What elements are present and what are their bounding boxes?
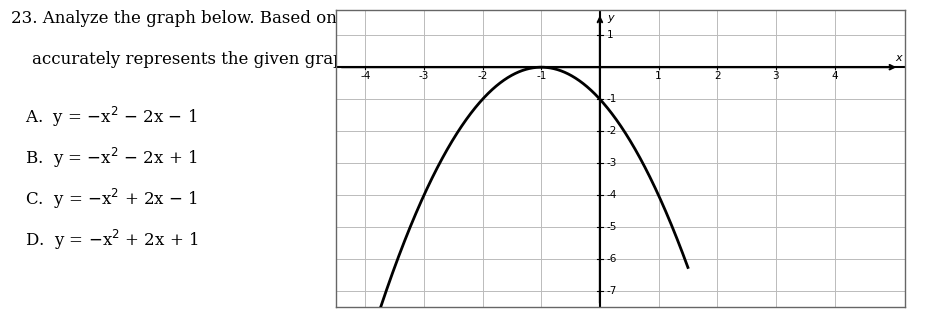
Text: y: y: [607, 13, 614, 23]
Text: D.  y = $-$x$^2$ + 2x + 1: D. y = $-$x$^2$ + 2x + 1: [25, 228, 199, 252]
Text: x: x: [896, 53, 902, 63]
Text: 2: 2: [714, 71, 720, 81]
Text: 3: 3: [773, 71, 779, 81]
Text: -4: -4: [607, 190, 618, 200]
Text: -2: -2: [478, 71, 488, 81]
Text: -7: -7: [607, 287, 618, 296]
Text: C.  y = $-$x$^2$ + 2x $-$ 1: C. y = $-$x$^2$ + 2x $-$ 1: [25, 187, 198, 211]
Text: -6: -6: [607, 255, 618, 264]
Text: -5: -5: [607, 223, 618, 232]
Text: 1: 1: [655, 71, 661, 81]
Text: -3: -3: [419, 71, 429, 81]
Text: 4: 4: [831, 71, 838, 81]
Text: 23. Analyze the graph below. Based on your analysis, which of the following equa: 23. Analyze the graph below. Based on yo…: [10, 10, 737, 27]
Text: A.  y = $-$x$^2$ $-$ 2x $-$ 1: A. y = $-$x$^2$ $-$ 2x $-$ 1: [25, 105, 197, 129]
Text: 1: 1: [607, 30, 614, 40]
Text: -4: -4: [360, 71, 370, 81]
Text: -1: -1: [536, 71, 547, 81]
Text: -2: -2: [607, 126, 618, 136]
Text: -1: -1: [607, 94, 618, 104]
Text: B.  y = $-$x$^2$ $-$ 2x + 1: B. y = $-$x$^2$ $-$ 2x + 1: [25, 146, 198, 170]
Text: accurately represents the given graph?: accurately represents the given graph?: [32, 51, 363, 68]
Text: -3: -3: [607, 158, 618, 168]
